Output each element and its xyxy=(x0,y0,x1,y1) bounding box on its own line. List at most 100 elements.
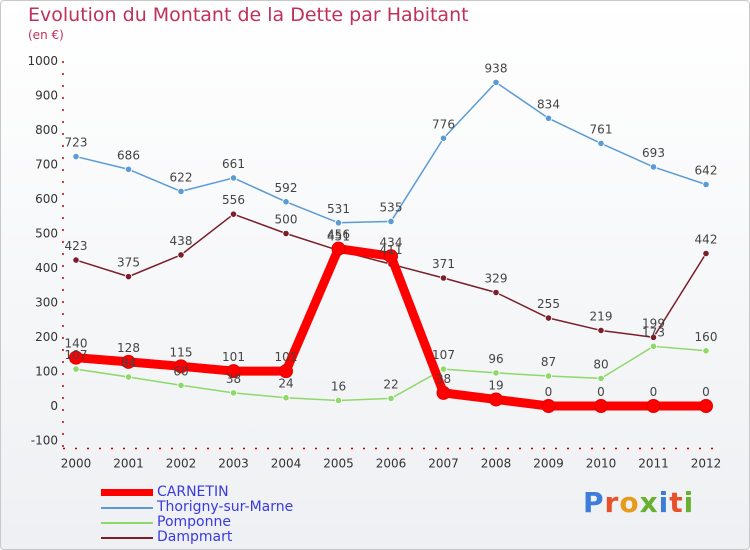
data-point xyxy=(121,354,136,369)
legend-swatch xyxy=(101,521,153,524)
legend-label: CARNETIN xyxy=(157,484,229,500)
data-label: 451 xyxy=(327,229,350,243)
brand-letter: i xyxy=(683,486,695,519)
axes: -100010020030040050060070080090010002000… xyxy=(27,54,721,471)
data-point xyxy=(387,217,395,226)
data-labels-layer: 723 686 622 661 592 531 535 776 938 834 761 693 642 1… xyxy=(65,61,718,399)
x-tick-label: 2012 xyxy=(691,457,722,471)
data-point xyxy=(229,389,238,397)
x-tick-label: 2007 xyxy=(428,457,459,471)
data-label: 723 xyxy=(65,136,88,150)
brand-letter: t xyxy=(669,486,684,519)
data-label: 0 xyxy=(650,385,658,399)
y-tick-label: 800 xyxy=(35,123,58,137)
data-point xyxy=(72,152,80,161)
data-label: 140 xyxy=(65,337,88,351)
data-point xyxy=(279,364,293,379)
data-label: 642 xyxy=(695,164,718,178)
x-tick-label: 2008 xyxy=(481,457,512,471)
data-point xyxy=(226,364,241,379)
data-point xyxy=(174,359,188,374)
x-tick-label: 2010 xyxy=(586,457,617,471)
data-label: 411 xyxy=(380,243,403,257)
data-label: 592 xyxy=(275,181,298,195)
data-point xyxy=(334,219,343,227)
data-label: 80 xyxy=(593,357,608,371)
data-label: 375 xyxy=(117,256,140,270)
data-label: 101 xyxy=(222,350,245,364)
data-label: 438 xyxy=(170,234,193,248)
x-tick-label: 2005 xyxy=(323,457,354,471)
y-tick-label: 0 xyxy=(50,399,58,413)
data-point xyxy=(492,369,500,377)
data-point xyxy=(282,198,290,206)
data-label: 371 xyxy=(432,257,455,271)
data-label: 0 xyxy=(702,385,710,399)
x-tick-label: 2003 xyxy=(218,457,249,471)
data-label: 199 xyxy=(642,316,665,330)
x-tick-label: 2011 xyxy=(638,457,669,471)
y-tick-label: 200 xyxy=(35,330,58,344)
data-label: 442 xyxy=(695,233,718,247)
data-point xyxy=(699,399,713,413)
data-point xyxy=(282,229,290,238)
data-label: 219 xyxy=(590,309,613,323)
data-point xyxy=(544,372,553,380)
x-tick-label: 2009 xyxy=(533,457,564,471)
legend-swatch xyxy=(101,536,153,539)
data-point xyxy=(649,333,658,341)
brand-letter: o xyxy=(619,486,640,519)
x-tick-label: 2001 xyxy=(113,457,144,471)
brand-logo: Proxiti xyxy=(583,486,694,519)
y-tick-label: 500 xyxy=(35,227,58,241)
data-label: 776 xyxy=(432,117,455,131)
y-tick-label: 100 xyxy=(35,365,58,379)
x-tick-label: 2002 xyxy=(166,457,197,471)
legend-item: Pomponne xyxy=(101,515,293,530)
data-label: 24 xyxy=(278,377,293,391)
data-label: 423 xyxy=(65,239,88,253)
data-label: 686 xyxy=(117,148,140,162)
data-point xyxy=(229,174,238,182)
data-label: 84 xyxy=(121,356,136,370)
data-point xyxy=(439,134,448,142)
data-label: 255 xyxy=(537,297,560,311)
data-label: 107 xyxy=(432,348,455,362)
x-tick-label: 2006 xyxy=(376,457,407,471)
legend-label: Dampmart xyxy=(157,529,233,545)
data-label: 531 xyxy=(327,202,350,216)
data-point xyxy=(702,249,710,258)
brand-letter: r xyxy=(604,486,620,519)
data-label: 500 xyxy=(275,213,298,227)
y-tick-label: 300 xyxy=(35,296,58,310)
legend-label: Thorigny-sur-Marne xyxy=(157,499,294,515)
data-point xyxy=(69,350,83,365)
data-label: 434 xyxy=(380,235,403,249)
y-tick-label: -100 xyxy=(31,434,58,448)
data-point xyxy=(177,187,185,196)
data-point xyxy=(439,365,448,373)
x-tick-label: 2004 xyxy=(271,457,302,471)
data-point xyxy=(597,139,605,148)
data-point xyxy=(124,165,133,173)
data-label: 938 xyxy=(485,61,508,75)
data-label: 661 xyxy=(222,157,245,171)
data-point xyxy=(177,381,185,389)
data-label: 160 xyxy=(695,330,718,344)
data-point xyxy=(124,373,133,381)
data-point xyxy=(384,249,398,264)
brand-letter: x xyxy=(639,486,659,519)
data-point xyxy=(492,78,500,86)
data-label: 38 xyxy=(226,372,241,386)
data-point xyxy=(649,342,658,350)
data-label: 556 xyxy=(222,193,245,207)
data-point xyxy=(489,392,503,407)
data-label: 87 xyxy=(541,355,556,369)
legend: CARNETIN Thorigny-sur-Marne Pomponne Dam… xyxy=(101,485,293,545)
data-label: 16 xyxy=(331,379,346,393)
data-label: 535 xyxy=(380,200,403,214)
y-tick-label: 400 xyxy=(35,261,58,275)
data-label: 96 xyxy=(488,352,503,366)
